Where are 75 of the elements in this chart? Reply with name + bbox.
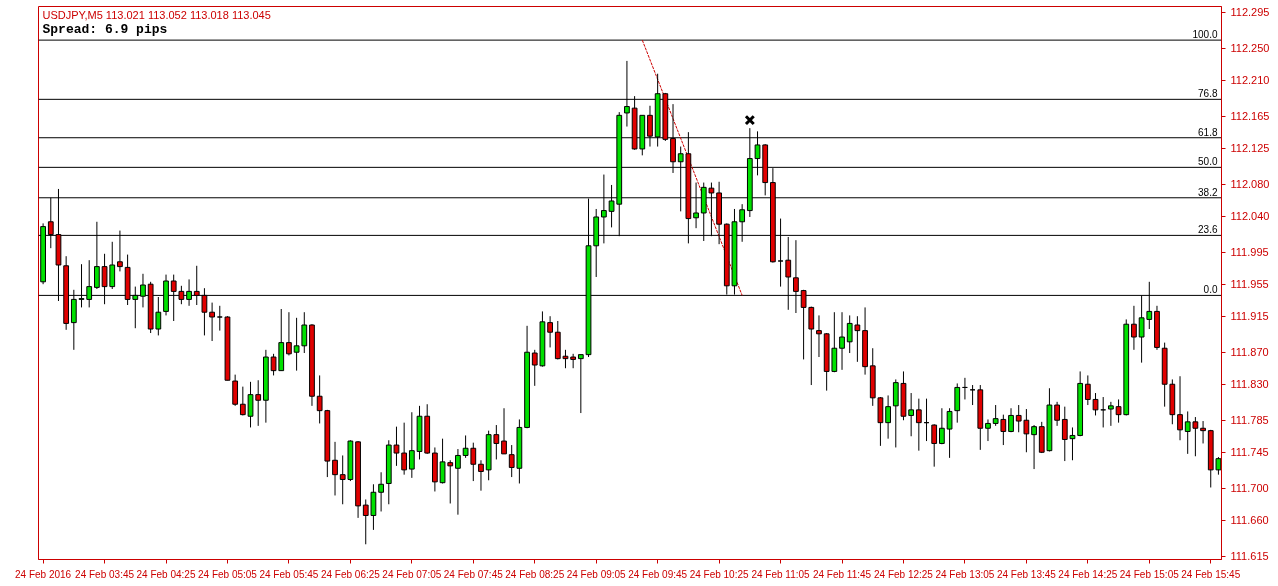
- candlestick: [216, 305, 223, 332]
- candlestick: [1200, 420, 1206, 444]
- candlestick: [547, 315, 553, 348]
- candlestick: [501, 407, 507, 455]
- y-tick-label: 111.785: [1230, 414, 1269, 427]
- y-tick-label: 111.955: [1230, 278, 1269, 291]
- x-tick-label: 24 Feb 15:45: [1181, 568, 1241, 580]
- x-tick-label: 24 Feb 09:05: [566, 568, 627, 580]
- y-tick-label: 111.615: [1230, 550, 1269, 563]
- y-tick-label: 112.080: [1230, 178, 1270, 191]
- x-tick-label: 24 Feb 07:05: [382, 568, 442, 580]
- candlestick: [293, 317, 300, 372]
- x-tick-label: 24 Feb 04:25: [136, 568, 196, 580]
- x-tick-label: 24 Feb 13:45: [996, 568, 1057, 580]
- annotation: 100.0: [1192, 29, 1218, 41]
- candlestick: [1054, 401, 1060, 427]
- y-tick-label: 112.250: [1230, 42, 1270, 55]
- y-tick-label: 111.870: [1230, 346, 1269, 359]
- y-tick-label: 111.830: [1230, 378, 1269, 391]
- candlestick: [401, 422, 408, 476]
- x-tick-label: 24 Feb 06:25: [320, 568, 381, 580]
- x-tick-label: 24 Feb 14:25: [1058, 568, 1118, 580]
- candlestick: [1008, 407, 1014, 433]
- annotation: Spread: 6.9 pips: [42, 21, 168, 37]
- y-tick-label: 111.660: [1230, 514, 1269, 527]
- y-tick-label: 111.915: [1230, 310, 1269, 323]
- annotation: 23.6: [1198, 224, 1218, 236]
- candlestick: [1031, 424, 1037, 470]
- candlestick: [946, 407, 953, 459]
- candlestick: [915, 398, 922, 452]
- candlestick: [455, 448, 461, 516]
- candlestick: [232, 374, 239, 407]
- candlestick: [839, 311, 845, 371]
- candlestick: [478, 459, 484, 492]
- x-tick-label: 24 Feb 11:45: [812, 568, 872, 580]
- x-tick-label: 24 Feb 07:45: [443, 568, 504, 580]
- x-tick-label: 24 Feb 03:45: [75, 568, 135, 580]
- x-tick-label: 24 Feb 11:05: [751, 568, 811, 580]
- candlestick: [1131, 305, 1137, 351]
- candlestick: [378, 471, 384, 512]
- x-tick-label: 24 Feb 09:45: [628, 568, 688, 580]
- candlestick: [816, 314, 822, 358]
- y-tick-label: 112.210: [1230, 74, 1270, 87]
- y-tick-label: 112.295: [1230, 6, 1270, 19]
- y-tick-label: 112.165: [1230, 110, 1270, 123]
- x-tick-label: 24 Feb 2016: [15, 568, 72, 580]
- annotation: 61.8: [1198, 126, 1218, 138]
- candlestick: [301, 311, 308, 354]
- annotation: 76.8: [1198, 88, 1218, 100]
- candlestick: [954, 382, 961, 424]
- candlestick: [939, 407, 945, 445]
- candlestick: [209, 302, 215, 342]
- x-tick-label: 24 Feb 05:45: [259, 568, 319, 580]
- candlestick: [985, 418, 991, 442]
- y-tick-label: 111.745: [1230, 446, 1269, 459]
- y-tick-label: 111.995: [1230, 246, 1269, 259]
- y-tick-label: 112.040: [1230, 210, 1270, 223]
- candlestick: [286, 311, 292, 356]
- y-tick-label: 111.700: [1230, 482, 1269, 495]
- annotation: 0.0: [1203, 284, 1218, 296]
- candlestick: [1108, 401, 1114, 427]
- x-tick-label: 24 Feb 05:05: [198, 568, 258, 580]
- candlestick: [931, 423, 938, 468]
- y-tick-label: 112.125: [1230, 142, 1270, 155]
- x-tick-label: 24 Feb 08:25: [505, 568, 565, 580]
- annotation: 38.2: [1198, 186, 1218, 198]
- x-tick-label: 24 Feb 12:25: [874, 568, 934, 580]
- candlestick: [1177, 375, 1183, 441]
- annotation: 50.0: [1198, 156, 1218, 168]
- candlestick: [332, 441, 338, 496]
- x-tick-label: 24 Feb 10:25: [689, 568, 750, 580]
- x-tick-label: 24 Feb 13:05: [935, 568, 995, 580]
- x-tick-label: 24 Feb 15:05: [1119, 568, 1180, 580]
- candlestick: [885, 394, 891, 440]
- chart-title: USDJPY,M5 113.021 113.052 113.018 113.045: [42, 8, 271, 21]
